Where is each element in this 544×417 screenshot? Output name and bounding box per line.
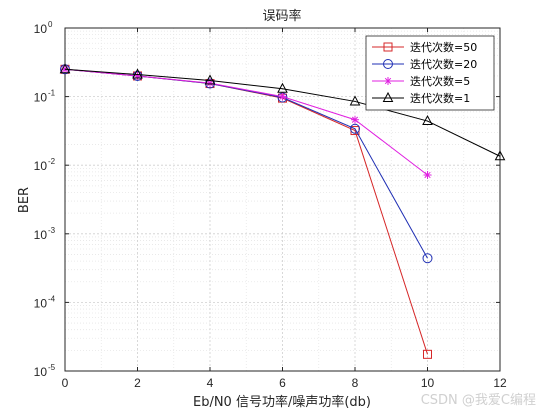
series-line-4 [64, 68, 501, 157]
x-tick-label: 10 [421, 376, 435, 390]
x-axis-label: Eb/N0 信号功率/噪声功率(db) [193, 394, 371, 410]
legend: 迭代次数=50 迭代次数=20 迭代次数=5 迭代次数=1 [365, 35, 495, 111]
x-tick-label: 4 [207, 376, 214, 390]
legend-label: 迭代次数=50 [410, 40, 477, 54]
legend-label: 迭代次数=5 [410, 74, 470, 88]
series [59, 63, 506, 359]
data-point-square-marker [423, 349, 432, 359]
x-tick-label: 12 [493, 376, 507, 390]
data-point-triangle-marker [349, 95, 361, 106]
y-tick-exponent: -5 [48, 363, 56, 372]
y-tick-label: 10 [34, 296, 48, 310]
y-tick-exponent: -1 [48, 89, 56, 98]
data-point-circle-marker [350, 123, 360, 134]
data-point-triangle-marker [277, 82, 288, 93]
data-point-star-marker [278, 92, 287, 101]
data-point-triangle-marker [204, 74, 216, 85]
y-tick-exponent: -2 [48, 157, 56, 166]
y-tick-exponent: -3 [48, 226, 56, 235]
x-tick-label: 0 [62, 376, 69, 390]
x-tick-label: 6 [279, 376, 286, 390]
data-point-circle-marker [422, 253, 433, 264]
legend-label: 迭代次数=20 [410, 57, 477, 71]
watermark: CSDN @我爱C编程 [421, 393, 536, 408]
y-tick-label: 10 [34, 228, 48, 242]
data-point-star-marker [423, 170, 432, 179]
y-tick-label: 10 [34, 22, 48, 36]
data-point-triangle-marker [422, 114, 433, 126]
legend-triangle-marker [382, 91, 394, 102]
chart-title: 误码率 [262, 8, 301, 24]
x-tick-label: 2 [134, 376, 141, 390]
data-point-star-marker [133, 71, 142, 80]
legend-star-marker [384, 77, 392, 85]
data-point-triangle-marker [132, 68, 143, 79]
data-point-triangle-marker [494, 150, 506, 161]
legend-square-marker [383, 42, 393, 52]
series-line-3 [64, 68, 428, 176]
x-tick-label: 8 [352, 376, 359, 390]
data-point-triangle-marker [59, 63, 71, 74]
legend-label: 迭代次数=1 [410, 91, 470, 105]
y-tick-exponent: -4 [48, 294, 56, 303]
y-tick-label: 10 [34, 159, 48, 173]
y-tick-label: 10 [34, 365, 48, 379]
y-tick-exponent: 0 [48, 20, 53, 29]
y-tick-label: 10 [34, 91, 48, 105]
data-point-star-marker [351, 115, 359, 124]
legend-circle-marker [383, 59, 393, 69]
y-axis-label: BER [17, 187, 32, 213]
